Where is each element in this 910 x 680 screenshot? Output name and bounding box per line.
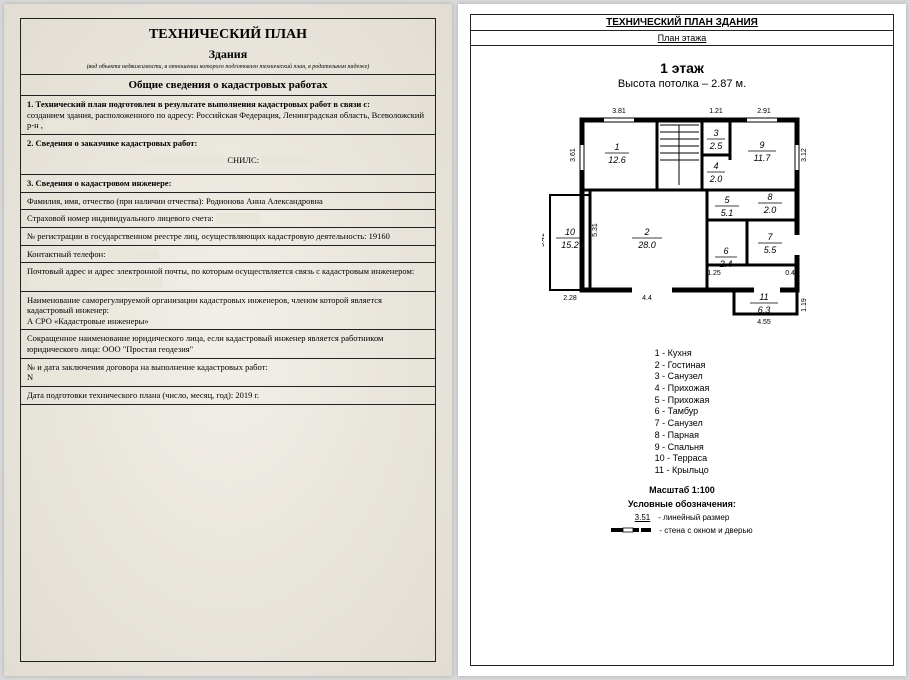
svg-text:5: 5 (724, 195, 730, 205)
symbol-linear: 3.51 - линейный размер (611, 513, 752, 522)
svg-text:1.25: 1.25 (707, 270, 721, 277)
svg-text:3.12: 3.12 (801, 148, 808, 162)
legend-item: 3 - Санузел (655, 371, 710, 383)
row-3a: Фамилия, имя, отчество (при наличии отче… (21, 192, 435, 210)
ceiling-height: Высота потолка – 2.87 м. (618, 78, 746, 90)
right-document-page: ТЕХНИЧЕСКИЙ ПЛАН ЗДАНИЯ План этажа 1 эта… (458, 4, 906, 676)
svg-text:2.0: 2.0 (709, 174, 723, 184)
legend-item: 7 - Санузел (655, 418, 710, 430)
legend-item: 1 - Кухня (655, 348, 710, 360)
symbol-wall: - стена с окном и дверью (611, 526, 752, 535)
svg-text:2.0: 2.0 (763, 205, 777, 215)
svg-text:1: 1 (614, 142, 619, 152)
svg-text:28.0: 28.0 (637, 240, 656, 250)
row-3d: Контактный телефон: xxxxxxxxxxxx (21, 245, 435, 263)
svg-text:2.91: 2.91 (757, 108, 771, 115)
svg-text:11: 11 (759, 292, 768, 302)
svg-text:6.3: 6.3 (758, 305, 771, 315)
svg-text:3.81: 3.81 (612, 108, 626, 115)
row-3e: Почтовый адрес и адрес электронной почты… (21, 262, 435, 290)
legend-item: 11 - Крыльцо (655, 465, 710, 477)
svg-text:0.41: 0.41 (785, 270, 799, 277)
scale-label: Масштаб 1:100 (611, 485, 752, 495)
title-note: (вид объекта недвижимости, в отношении к… (25, 64, 431, 70)
legend-header: Условные обозначения: (611, 499, 752, 509)
svg-text:2.28: 2.28 (563, 295, 577, 302)
svg-text:5.5: 5.5 (764, 245, 778, 255)
svg-text:7: 7 (767, 232, 773, 242)
legend-item: 2 - Гостиная (655, 360, 710, 372)
svg-text:2: 2 (643, 227, 649, 237)
svg-text:2.4: 2.4 (719, 259, 733, 269)
right-subheader: План этажа (471, 31, 893, 46)
legend-item: 6 - Тамбур (655, 406, 710, 418)
row1-text: созданием здания, расположенного по адре… (27, 110, 429, 131)
svg-text:11.7: 11.7 (754, 153, 772, 163)
svg-text:10: 10 (565, 227, 575, 237)
row2-text: xxxxxxxxxxxxxxxxxxxx СНИЛС: xxx-xxx-xxx … (27, 149, 429, 172)
row-1: 1. Технический план подготовлен в резуль… (21, 95, 435, 134)
svg-text:1.21: 1.21 (709, 108, 723, 115)
row-3c: № регистрации в государственном реестре … (21, 227, 435, 245)
svg-text:4: 4 (713, 161, 718, 171)
row3-label: 3. Сведения о кадастровом инженере: (27, 178, 171, 188)
row-3g: Сокращенное наименование юридического ли… (21, 329, 435, 357)
svg-text:1.19: 1.19 (801, 298, 808, 312)
left-document-page: ТЕХНИЧЕСКИЙ ПЛАН Здания (вид объекта нед… (4, 4, 452, 676)
legend-item: 5 - Прихожая (655, 395, 710, 407)
svg-text:8: 8 (767, 192, 772, 202)
legend-item: 10 - Терраса (655, 453, 710, 465)
right-border: ТЕХНИЧЕСКИЙ ПЛАН ЗДАНИЯ План этажа 1 эта… (470, 14, 894, 666)
svg-text:4.55: 4.55 (757, 319, 771, 326)
room-legend: 1 - Кухня2 - Гостиная3 - Санузел4 - Прих… (655, 348, 710, 477)
legend-item: 8 - Парная (655, 430, 710, 442)
svg-text:5.41: 5.41 (542, 233, 546, 247)
svg-text:5.1: 5.1 (721, 208, 734, 218)
svg-text:6: 6 (723, 246, 728, 256)
row2-label: 2. Сведения о заказчике кадастровых рабо… (27, 138, 429, 149)
wall-symbol-icon (611, 526, 651, 534)
legend-item: 9 - Спальня (655, 442, 710, 454)
plan-area: 1 этаж Высота потолка – 2.87 м. (471, 46, 893, 665)
svg-text:3.61: 3.61 (570, 148, 577, 162)
bottom-labels: Масштаб 1:100 Условные обозначения: 3.51… (611, 485, 752, 535)
row-3f: Наименование саморегулируемой организаци… (21, 291, 435, 330)
row-3h: № и дата заключения договора на выполнен… (21, 358, 435, 386)
legend-item: 4 - Прихожая (655, 383, 710, 395)
svg-text:4.4: 4.4 (642, 295, 652, 302)
left-border: ТЕХНИЧЕСКИЙ ПЛАН Здания (вид объекта нед… (20, 18, 436, 662)
floor-title: 1 этаж (660, 60, 704, 76)
svg-text:12.6: 12.6 (608, 155, 626, 165)
section-header: Общие сведения о кадастровых работах (21, 75, 435, 95)
svg-text:9: 9 (759, 140, 764, 150)
title-block: ТЕХНИЧЕСКИЙ ПЛАН Здания (вид объекта нед… (21, 19, 435, 74)
row-2: 2. Сведения о заказчике кадастровых рабо… (21, 134, 435, 174)
row-3i: Дата подготовки технического плана (числ… (21, 386, 435, 405)
right-header: ТЕХНИЧЕСКИЙ ПЛАН ЗДАНИЯ (471, 15, 893, 31)
svg-text:15.2: 15.2 (561, 240, 579, 250)
svg-text:5.31: 5.31 (592, 223, 599, 237)
row-3: 3. Сведения о кадастровом инженере: (21, 174, 435, 192)
svg-text:3: 3 (713, 128, 718, 138)
sub-title: Здания (25, 47, 431, 62)
floorplan-svg: 1 12.6 2 28.0 3 2.5 4 2.0 5 5.1 6 2.4 7 5.5 8 2.… (542, 100, 822, 340)
row1-label: 1. Технический план подготовлен в резуль… (27, 99, 429, 110)
row-3b: Страховой номер индивидуального лицевого… (21, 209, 435, 227)
svg-text:2.5: 2.5 (709, 141, 724, 151)
main-title: ТЕХНИЧЕСКИЙ ПЛАН (25, 27, 431, 43)
